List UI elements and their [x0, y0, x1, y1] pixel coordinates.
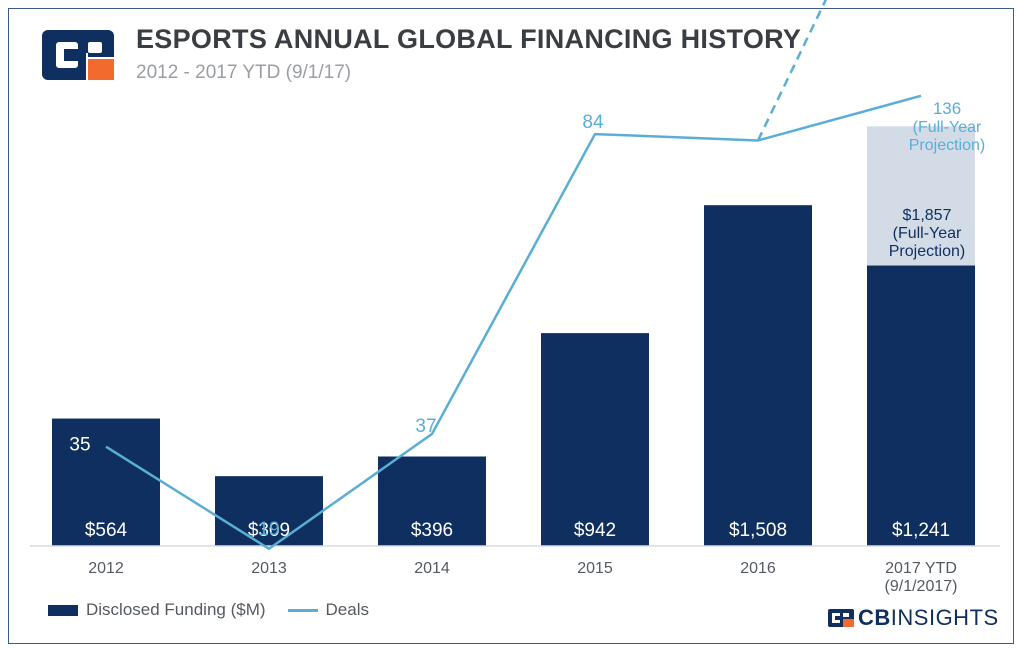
funding-bar-label: $1,508: [729, 520, 787, 541]
funding-bar-label: $1,241: [892, 520, 950, 541]
x-tick-label: 2016: [740, 560, 776, 577]
deals-projection-line: [756, 0, 828, 142]
deals-point-label: 37: [415, 416, 436, 437]
legend-label-deals: Deals: [325, 600, 369, 619]
brand-strong: CB: [858, 605, 891, 630]
deals-point-label: 83: [743, 156, 764, 177]
legend-label-funding: Disclosed Funding ($M): [86, 600, 266, 619]
cbinsights-logo-icon: [828, 609, 854, 627]
cb-logo-icon: [42, 30, 114, 80]
chart-subtitle: 2012 - 2017 YTD (9/1/17): [136, 62, 352, 83]
funding-projection-label: Projection): [889, 243, 965, 260]
bars-layer: [30, 126, 1000, 547]
legend-swatch-funding: [48, 604, 78, 616]
deals-projection-label: (Full-Year: [913, 119, 982, 136]
funding-bar-label: $942: [574, 520, 616, 541]
funding-bar: [215, 476, 323, 546]
deals-projection-label: Projection): [909, 137, 985, 154]
x-tick-label: 2017 YTD: [885, 560, 957, 577]
legend-swatch-deals: [287, 608, 318, 612]
x-tick-sublabel: (9/1/2017): [885, 578, 958, 595]
deals-point-label: 35: [69, 435, 90, 456]
funding-bar-label: $309: [248, 520, 290, 541]
brand-light: INSIGHTS: [890, 605, 999, 630]
funding-bar: [541, 333, 649, 546]
funding-bar-label: $396: [411, 520, 453, 541]
deals-line: [105, 94, 922, 551]
labels-layer: $564 $309 $396 $942 $1,508 $1,241 2012 2013 2014…: [69, 88, 985, 595]
x-tick-label: 2015: [577, 560, 613, 577]
deals-point-label: 90: [944, 88, 965, 109]
legend: Disclosed Funding ($M) Deals: [48, 600, 369, 620]
chart-plot: $564 $309 $396 $942 $1,508 $1,241 2012 2013 2014…: [30, 0, 1000, 595]
funding-bar: [867, 265, 975, 546]
x-tick-label: 2012: [88, 560, 124, 577]
funding-bar-label: $564: [85, 520, 128, 541]
chart-frame: [8, 8, 1014, 644]
deals-point-label: 84: [582, 112, 604, 133]
funding-projection-label: $1,857: [903, 207, 952, 224]
chart-title: ESPORTS ANNUAL GLOBAL FINANCING HISTORY: [136, 24, 802, 54]
deals-projection-label: 136: [933, 99, 961, 118]
funding-bar: [52, 418, 160, 546]
funding-bar: [378, 456, 486, 546]
funding-projection-label: (Full-Year: [893, 225, 962, 242]
cbinsights-brand: CB INSIGHTS: [828, 605, 999, 631]
line-layer: [105, 0, 922, 551]
x-tick-label: 2014: [414, 560, 450, 577]
deals-point-label: 19: [258, 519, 279, 540]
x-tick-label: 2013: [251, 560, 287, 577]
funding-bar: [704, 205, 812, 546]
